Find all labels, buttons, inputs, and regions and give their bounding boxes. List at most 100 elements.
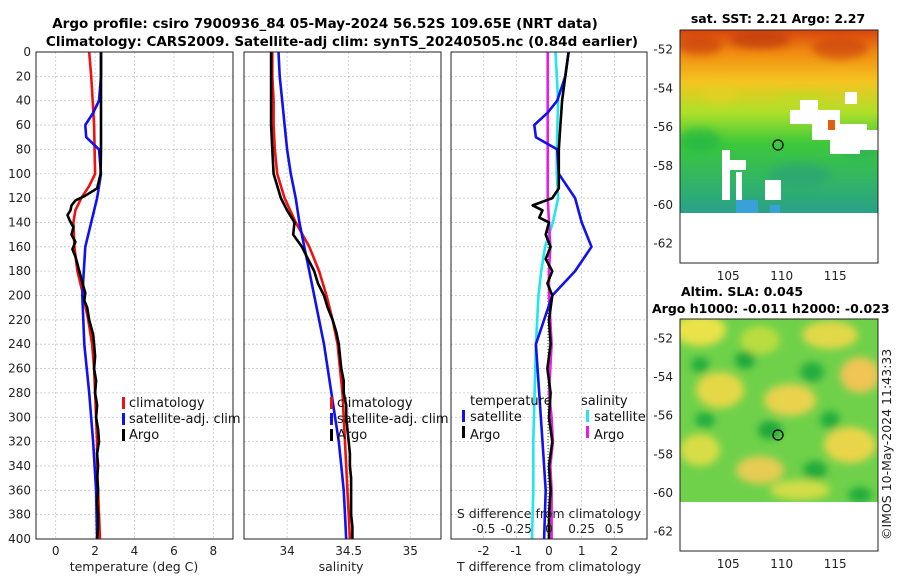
- legend-satellite-swatch: [122, 413, 125, 425]
- depth-tick-label: 400: [8, 532, 31, 546]
- legend-t-satellite-swatch: [462, 410, 465, 422]
- legend-t-argo-label: Argo: [470, 428, 500, 443]
- difference-axes-frame: [450, 51, 648, 540]
- temperature-legend: climatology satellite-adj. clim Argo: [122, 396, 241, 443]
- sla-map: Altim. SLA: 0.045 Argo h1000: -0.011 h20…: [652, 284, 890, 571]
- depth-tick-label: 200: [8, 289, 31, 303]
- temperature-grid: [36, 51, 233, 540]
- latitude-tick-label: -58: [653, 447, 673, 461]
- sst-field: [680, 30, 878, 213]
- depth-tick-label: 180: [8, 264, 31, 278]
- salinity-tick-label: 35: [403, 544, 418, 558]
- temperature-satellite-line: [81, 52, 103, 540]
- sla-nodata-area: [680, 502, 878, 551]
- figure-title-line1: Argo profile: csiro 7900936_84 05-May-20…: [52, 16, 598, 32]
- legend-climatology-swatch: [122, 397, 125, 409]
- t-difference-tick-label: 2: [611, 544, 619, 558]
- latitude-tick-label: -56: [653, 409, 673, 423]
- sla-map-title-line1: Altim. SLA: 0.045: [681, 284, 803, 299]
- temperature-panel: 0204060801001201401601802002202402602803…: [8, 45, 241, 574]
- t-difference-tick-label: -1: [510, 544, 522, 558]
- temperature-series: [66, 51, 103, 540]
- temperature-tick-label: 8: [209, 544, 217, 558]
- t-diff-satellite-line: [532, 51, 593, 540]
- longitude-tick-label: 110: [770, 269, 793, 283]
- depth-tick-label: 0: [23, 45, 31, 59]
- sst-cold-patch: [770, 205, 780, 213]
- depth-tick-label: 140: [8, 215, 31, 229]
- s-difference-tick-label: -0.25: [501, 522, 532, 536]
- latitude-tick-label: -62: [653, 237, 673, 251]
- sst-cold-patch: [736, 200, 758, 213]
- temperature-tick-label: 4: [131, 544, 139, 558]
- imos-watermark: ©IMOS 10-May-2024 11:43:33: [879, 349, 894, 540]
- temperature-axes-frame: [35, 51, 234, 540]
- t-difference-tick-label: -2: [478, 544, 490, 558]
- legend-t-satellite-label: satellite: [470, 410, 522, 425]
- depth-tick-label: 320: [8, 435, 31, 449]
- longitude-tick-label: 105: [717, 557, 740, 571]
- depth-tick-label: 60: [16, 118, 31, 132]
- legend-s-argo-label: Argo: [594, 428, 624, 443]
- salinity-tick-label: 34.5: [335, 544, 362, 558]
- latitude-tick-label: -62: [653, 525, 673, 539]
- longitude-tick-label: 105: [717, 269, 740, 283]
- salinity-climatology-line: [270, 52, 352, 540]
- salinity-axes-frame: [243, 51, 442, 540]
- latitude-tick-label: -54: [653, 81, 673, 95]
- salinity-series: [269, 51, 354, 540]
- legend-t-argo-swatch: [462, 426, 465, 438]
- sst-cloud-mask: [722, 92, 878, 206]
- temperature-argo-line: [66, 52, 103, 540]
- sla-field: [680, 319, 878, 502]
- salinity-satellite-line: [277, 51, 348, 540]
- sst-warm-patch: [828, 120, 835, 130]
- depth-tick-label: 40: [16, 94, 31, 108]
- t-difference-xlabel: T difference from climatology: [456, 559, 642, 574]
- s-difference-label: S difference from climatology: [457, 506, 642, 521]
- difference-legend: temperature satellite Argo salinity sate…: [462, 394, 646, 443]
- s-difference-tick-labels: -0.5 -0.25 0 0.25 0.5: [472, 522, 624, 536]
- temperature-tick-label: 0: [52, 544, 60, 558]
- legend-temperature-title: temperature: [470, 394, 552, 409]
- depth-tick-label: 80: [16, 142, 31, 156]
- legend-argo-label: Argo: [337, 428, 367, 443]
- depth-tick-label: 100: [8, 167, 31, 181]
- sst-map-title: sat. SST: 2.21 Argo: 2.27: [691, 11, 865, 26]
- legend-argo-swatch: [122, 429, 125, 441]
- depth-tick-label: 220: [8, 313, 31, 327]
- t-diff-argo-line: [531, 51, 570, 539]
- sst-argo-marker: [772, 139, 784, 151]
- latitude-tick-label: -60: [653, 486, 673, 500]
- sla-argo-marker: [772, 429, 784, 441]
- s-difference-tick-label: 0.5: [605, 522, 624, 536]
- legend-s-argo-swatch: [586, 426, 589, 438]
- s-difference-tick-label: 0: [545, 522, 553, 536]
- t-difference-tick-labels: -2 -1 0 1 2: [478, 544, 618, 558]
- salinity-panel: 34 34.5 35 salinity climatology satellite-…: [243, 51, 449, 574]
- latitude-tick-label: -56: [653, 120, 673, 134]
- depth-tick-label: 20: [16, 69, 31, 83]
- depth-tick-label: 380: [8, 508, 31, 522]
- legend-satellite-label: satellite-adj. clim: [337, 412, 449, 427]
- salinity-argo-line: [269, 52, 354, 539]
- s-difference-tick-label: 0.25: [568, 522, 595, 536]
- depth-tick-label: 360: [8, 483, 31, 497]
- depth-tick-label: 340: [8, 459, 31, 473]
- salinity-tick-labels: 34 34.5 35: [279, 544, 417, 558]
- legend-s-satellite-label: satellite: [594, 410, 646, 425]
- sst-tick-labels: -52 -54 -56 -58 -60 -62 105 110 115: [653, 42, 846, 283]
- difference-series: [530, 51, 593, 540]
- salinity-tick-label: 34: [279, 544, 294, 558]
- legend-climatology-label: climatology: [337, 396, 413, 411]
- figure-title-line2: Climatology: CARS2009. Satellite-adj cli…: [46, 34, 638, 50]
- legend-satellite-swatch: [330, 413, 333, 425]
- longitude-tick-label: 110: [770, 557, 793, 571]
- t-difference-tick-label: 0: [545, 544, 553, 558]
- sst-axes-frame: [679, 29, 879, 264]
- sla-map-title-line2: Argo h1000: -0.011 h2000: -0.023: [652, 301, 890, 316]
- temperature-xlabel: temperature (deg C): [70, 559, 199, 574]
- sla-texture: [680, 319, 878, 502]
- temperature-tick-labels: 0 2 4 6 8: [52, 544, 217, 558]
